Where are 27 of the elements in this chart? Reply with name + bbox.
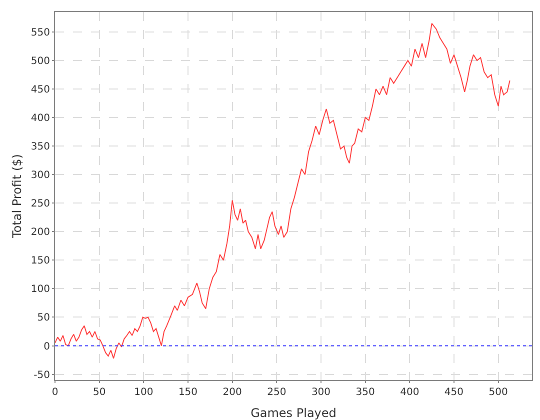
y-tick-label: 100 (30, 284, 50, 296)
x-tick-label: 400 (400, 387, 420, 398)
y-tick-label: 250 (30, 198, 50, 210)
y-axis-title: Total Profit ($) (10, 154, 24, 239)
y-tick-label: 50 (37, 312, 50, 324)
x-tick-label: 300 (311, 387, 331, 398)
line-series (55, 22, 510, 359)
y-tick-label: 400 (30, 113, 50, 124)
x-tick-label: 350 (356, 387, 375, 398)
x-tick-label: 0 (52, 387, 58, 398)
y-tick-label: 350 (30, 142, 50, 153)
x-tick-label: 250 (267, 387, 286, 398)
x-axis-title: Games Played (250, 406, 336, 420)
x-tick-label: 100 (134, 387, 154, 398)
y-tick-label: 200 (30, 227, 50, 238)
y-tick-label: 450 (30, 84, 50, 96)
y-tick-label: 550 (30, 27, 50, 38)
y-tick-label: 0 (44, 341, 50, 352)
y-tick-label: 300 (30, 170, 50, 182)
x-tick-label: 150 (178, 387, 198, 398)
y-tick-label: -50 (34, 370, 50, 381)
x-tick-label: 450 (444, 387, 464, 398)
x-tick-label: 50 (92, 387, 106, 398)
x-tick-label: 200 (222, 387, 242, 398)
x-tick-label: 500 (488, 387, 508, 398)
y-tick-label: 150 (30, 256, 50, 267)
y-tick-label: 500 (30, 56, 50, 67)
